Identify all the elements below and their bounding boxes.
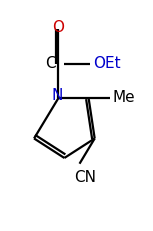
Text: OEt: OEt <box>93 56 121 71</box>
Text: N: N <box>51 88 62 103</box>
Text: C: C <box>45 56 55 71</box>
Text: CN: CN <box>75 170 97 185</box>
Text: O: O <box>52 20 64 35</box>
Text: Me: Me <box>113 90 136 105</box>
